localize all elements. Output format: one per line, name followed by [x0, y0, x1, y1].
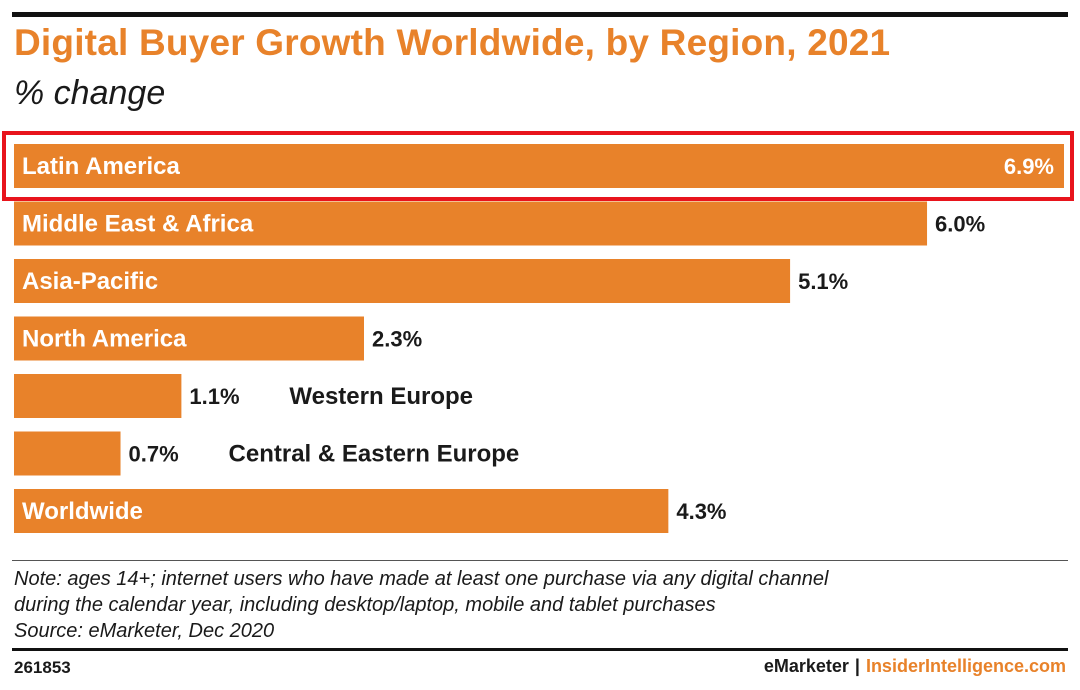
- top-rule: [12, 12, 1068, 17]
- bar: [14, 374, 182, 418]
- bar: [14, 489, 669, 533]
- chart-id: 261853: [14, 658, 71, 677]
- category-label: Latin America: [22, 153, 180, 180]
- category-label: Middle East & Africa: [22, 211, 254, 238]
- bar-row: 0.7% Central & Eastern Europe: [14, 431, 520, 476]
- bottom-rule: [12, 648, 1068, 651]
- value-label: 2.3%: [372, 327, 422, 352]
- note-line-2: during the calendar year, including desk…: [14, 594, 716, 616]
- value-label: 6.9%: [1004, 154, 1054, 179]
- bar-row: 1.1% Western Europe: [14, 374, 473, 418]
- category-label: North America: [22, 326, 187, 353]
- category-label: Western Europe: [289, 383, 473, 410]
- note-divider: [12, 560, 1068, 561]
- bar: [14, 144, 1064, 188]
- chart-note: Note: ages 14+; internet users who have …: [14, 566, 1064, 644]
- chart-subtitle: % change: [14, 74, 166, 112]
- bar-row: Latin America 6.9%: [2, 131, 1074, 201]
- category-label: Central & Eastern Europe: [229, 441, 520, 468]
- chart-title: Digital Buyer Growth Worldwide, by Regio…: [14, 22, 891, 63]
- bar: [14, 316, 364, 361]
- value-label: 5.1%: [798, 269, 848, 294]
- bar: [14, 201, 928, 246]
- note-source: Source: eMarketer, Dec 2020: [14, 620, 275, 642]
- bar-chart: Latin America 6.9% Middle East & Africa 6.0…: [2, 131, 1074, 533]
- bar-row: Middle East & Africa 6.0%: [14, 201, 985, 246]
- bar: [14, 259, 791, 303]
- brand-separator: |: [854, 656, 860, 676]
- value-label: 1.1%: [189, 384, 239, 409]
- value-label: 6.0%: [935, 212, 985, 237]
- value-label: 0.7%: [129, 442, 179, 467]
- category-label: Asia-Pacific: [22, 268, 158, 295]
- footer-brand: eMarketer | InsiderIntelligence.com: [764, 656, 1066, 677]
- highlight-box: [2, 131, 1074, 201]
- bar: [14, 431, 121, 476]
- brand-emarketer: eMarketer: [763, 656, 849, 676]
- category-label: Worldwide: [22, 498, 143, 525]
- value-label: 4.3%: [676, 499, 726, 524]
- bar-row: Worldwide 4.3%: [14, 489, 727, 533]
- note-line-1: Note: ages 14+; internet users who have …: [14, 568, 829, 590]
- bar-row: Asia-Pacific 5.1%: [14, 259, 848, 303]
- bar-row: North America 2.3%: [14, 316, 422, 361]
- brand-insider-intelligence[interactable]: InsiderIntelligence.com: [865, 656, 1066, 676]
